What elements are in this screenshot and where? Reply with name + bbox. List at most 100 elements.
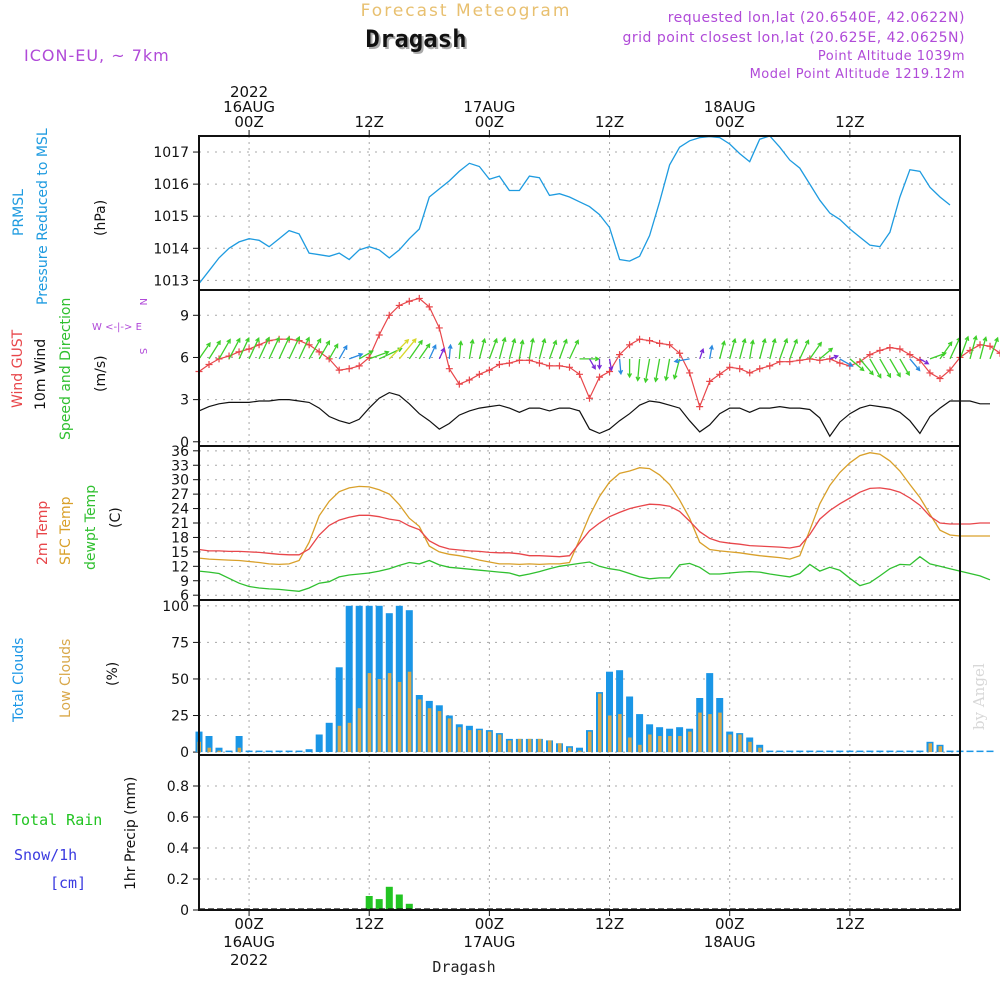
temp-label-sfc: SFC Temp <box>58 496 74 565</box>
y-tick-label: 9 <box>180 308 189 324</box>
wind-arrow <box>298 336 310 360</box>
wind-arrow <box>839 358 854 367</box>
y-tick-label: 18 <box>171 530 189 546</box>
gust-marker <box>345 365 353 373</box>
y-tick-label: 15 <box>171 545 189 561</box>
low-cloud-bar <box>588 731 592 753</box>
low-cloud-bar <box>628 737 632 753</box>
y-tick-label: 1016 <box>153 177 189 193</box>
wind-arrow <box>238 336 250 360</box>
wind-arrow <box>708 344 714 360</box>
y-tick-label: 9 <box>180 574 189 590</box>
total-cloud-bar <box>315 734 323 752</box>
low-cloud-bar <box>487 731 492 753</box>
gust-marker <box>305 341 313 349</box>
low-cloud-bar <box>387 673 392 753</box>
gust-marker <box>896 345 904 353</box>
wind-label-10m: 10m Wind <box>33 339 49 410</box>
gust-marker <box>315 348 323 356</box>
total-cloud-bar <box>255 750 263 753</box>
low-cloud-bar <box>367 673 372 753</box>
wind-arrow <box>859 358 874 376</box>
low-cloud-bar <box>758 747 762 753</box>
x-label-bottom: 17AUG <box>463 933 515 951</box>
total-cloud-bar <box>205 736 213 753</box>
gust-marker <box>936 375 944 383</box>
y-tick-label: 1013 <box>153 273 189 289</box>
y-tick-label: 12 <box>171 559 189 575</box>
footer-location: Dragash <box>432 958 495 976</box>
y-tick-label: 1017 <box>153 145 189 161</box>
gust-marker <box>535 359 543 367</box>
low-cloud-bar <box>237 747 242 753</box>
x-label-top: 12Z <box>595 113 624 131</box>
wind-arrow <box>739 337 747 360</box>
low-cloud-bar <box>457 727 462 753</box>
wind-arrow <box>368 350 390 360</box>
gust-marker <box>576 370 583 378</box>
wind-label-gust: Wind GUST <box>10 329 26 408</box>
y-tick-label: 0 <box>180 903 189 919</box>
product-title: Forecast Meteogram <box>361 1 572 21</box>
y-tick-label: 75 <box>171 635 189 651</box>
total-cloud-bar <box>796 750 804 753</box>
point-altitude: Point Altitude 1039m <box>818 49 965 64</box>
wind-arrow <box>919 358 930 365</box>
rain-bar <box>365 896 373 910</box>
wind-arrow <box>558 338 568 360</box>
y-tick-labels: 1013101410151016101703696912151821242730… <box>153 145 199 919</box>
wind-arrow <box>939 341 953 360</box>
gust-marker <box>465 376 473 384</box>
gust-marker <box>656 339 664 347</box>
wind-arrow <box>588 358 596 370</box>
total-cloud-bar <box>355 605 363 752</box>
low-cloud-bar <box>477 730 482 752</box>
gust-marker <box>876 346 884 354</box>
wind-arrow <box>258 336 270 360</box>
y-tick-label: 36 <box>171 444 189 460</box>
wind-arrow <box>789 338 799 360</box>
total-cloud-bar <box>786 750 794 753</box>
low-cloud-bar <box>357 708 362 753</box>
gust-marker <box>786 358 794 366</box>
total-cloud-bar <box>806 750 814 753</box>
low-cloud-bar <box>507 740 512 753</box>
dewpoint-line <box>198 555 991 592</box>
precip-label-snow: Snow/1h <box>14 846 77 864</box>
gust-marker <box>626 341 634 349</box>
gust-marker <box>405 297 413 305</box>
total-cloud-bar <box>816 750 824 753</box>
y-tick-label: 3 <box>180 393 189 409</box>
wind-arrow <box>508 337 517 360</box>
total-cloud-bar <box>235 736 243 753</box>
wind-arrow <box>719 340 726 360</box>
gust-marker <box>706 377 714 385</box>
wind-arrow <box>819 347 834 360</box>
wind-unit: (m/s) <box>93 355 109 392</box>
pressure-label-2: Pressure Reduced to MSL <box>35 128 51 305</box>
low-cloud-bar <box>517 738 522 753</box>
gust-marker <box>545 362 553 370</box>
precip-labels: Total Rain Snow/1h [cm] 1hr Precip (mm) <box>12 777 139 892</box>
gust-marker <box>886 344 894 352</box>
wind-arrow <box>749 339 755 360</box>
total-cloud-bar <box>265 750 273 753</box>
total-cloud-bar <box>876 750 884 753</box>
wind-arrow <box>879 358 892 379</box>
gust-marker <box>565 363 573 371</box>
rain-bar <box>395 894 403 910</box>
wind-arrow <box>959 335 970 360</box>
gust-marker <box>495 360 503 368</box>
gust-marker <box>766 362 774 370</box>
wind-arrow <box>328 343 339 360</box>
wind-arrow <box>548 339 558 360</box>
wind-arrow <box>699 348 705 360</box>
x-label-bottom: 00Z <box>475 915 504 933</box>
total-cloud-bar <box>946 750 954 753</box>
total-cloud-bar <box>896 750 904 753</box>
wind-arrow <box>869 358 882 379</box>
gust-marker <box>485 366 493 374</box>
wind-arrows <box>198 334 999 384</box>
gust-marker <box>505 359 513 367</box>
location-title: Dragash <box>367 27 468 55</box>
